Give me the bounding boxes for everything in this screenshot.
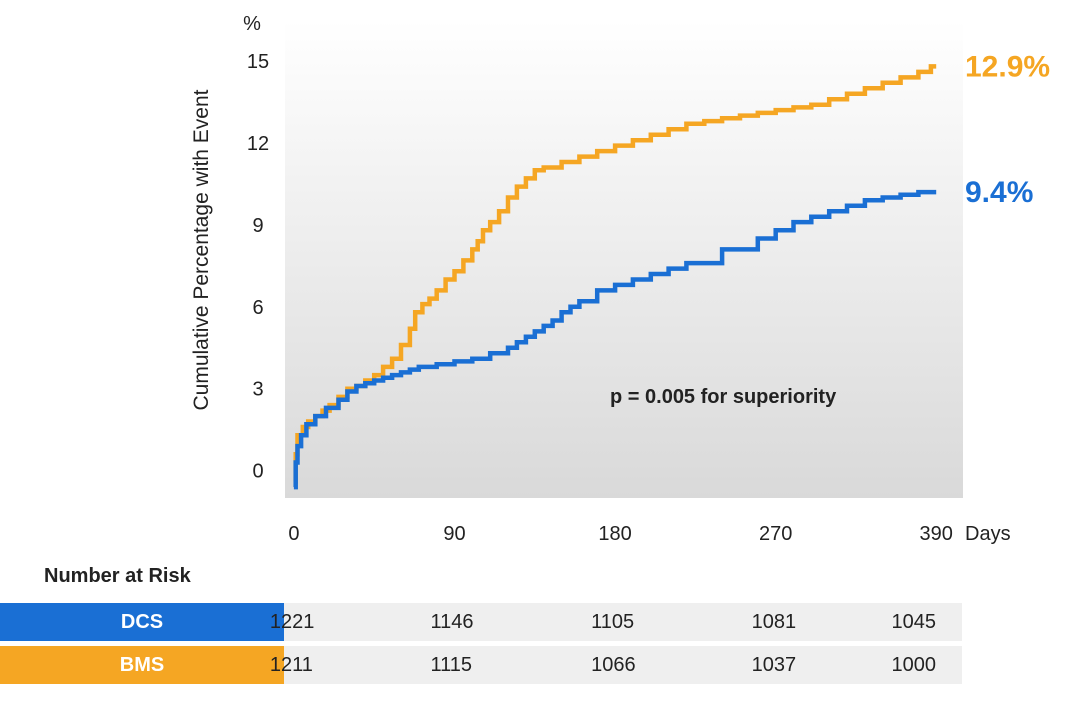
y-tick-label: 6 [252, 297, 263, 319]
x-tick-label: 390 [920, 523, 953, 545]
y-unit-label: % [243, 13, 261, 35]
y-tick-label: 9 [252, 215, 263, 237]
y-tick-label: 0 [252, 461, 263, 483]
x-tick-label: 270 [759, 523, 792, 545]
x-tick-label: 0 [288, 523, 299, 545]
y-axis-label: Cumulative Percentage with Event [190, 89, 213, 410]
risk-cell: 1115 [430, 654, 473, 676]
risk-cell: 1037 [751, 654, 797, 676]
series-line-dcs [293, 189, 937, 490]
p-value-annotation: p = 0.005 for superiority [610, 386, 837, 408]
risk-cell: 1211 [269, 654, 313, 676]
number-at-risk-title: Number at Risk [44, 565, 191, 587]
risk-label-dcs: DCS [0, 603, 284, 641]
risk-row-bms: BMS 1211 1115 1066 1037 1000 [0, 646, 962, 684]
end-label-dcs: 9.4% [965, 176, 1033, 209]
risk-cell: 1000 [891, 654, 937, 676]
y-tick-label: 12 [247, 133, 269, 155]
risk-cell: 1221 [269, 611, 315, 633]
risk-cells-bms: 1211 1115 1066 1037 1000 [270, 646, 962, 684]
risk-label-bms: BMS [0, 646, 284, 684]
risk-cells-dcs: 1221 1146 1105 1081 1045 [270, 603, 962, 641]
risk-cell: 1105 [591, 611, 635, 633]
series-line-bms [293, 64, 937, 484]
risk-cell: 1045 [891, 611, 937, 633]
risk-row-dcs: DCS 1221 1146 1105 1081 1045 [0, 603, 962, 641]
plot-area [285, 20, 963, 498]
x-tick-label: 180 [598, 523, 631, 545]
risk-cell: 1146 [430, 611, 474, 633]
end-label-bms: 12.9% [965, 50, 1050, 83]
y-tick-label: 15 [247, 51, 269, 73]
x-axis-label: Days [965, 523, 1011, 545]
km-chart: % Cumulative Percentage with Event 0 3 6 9 1… [190, 13, 1050, 545]
risk-cell: 1081 [751, 611, 797, 633]
x-tick-label: 90 [443, 523, 465, 545]
risk-cell: 1066 [591, 654, 636, 676]
y-tick-label: 3 [252, 379, 263, 401]
